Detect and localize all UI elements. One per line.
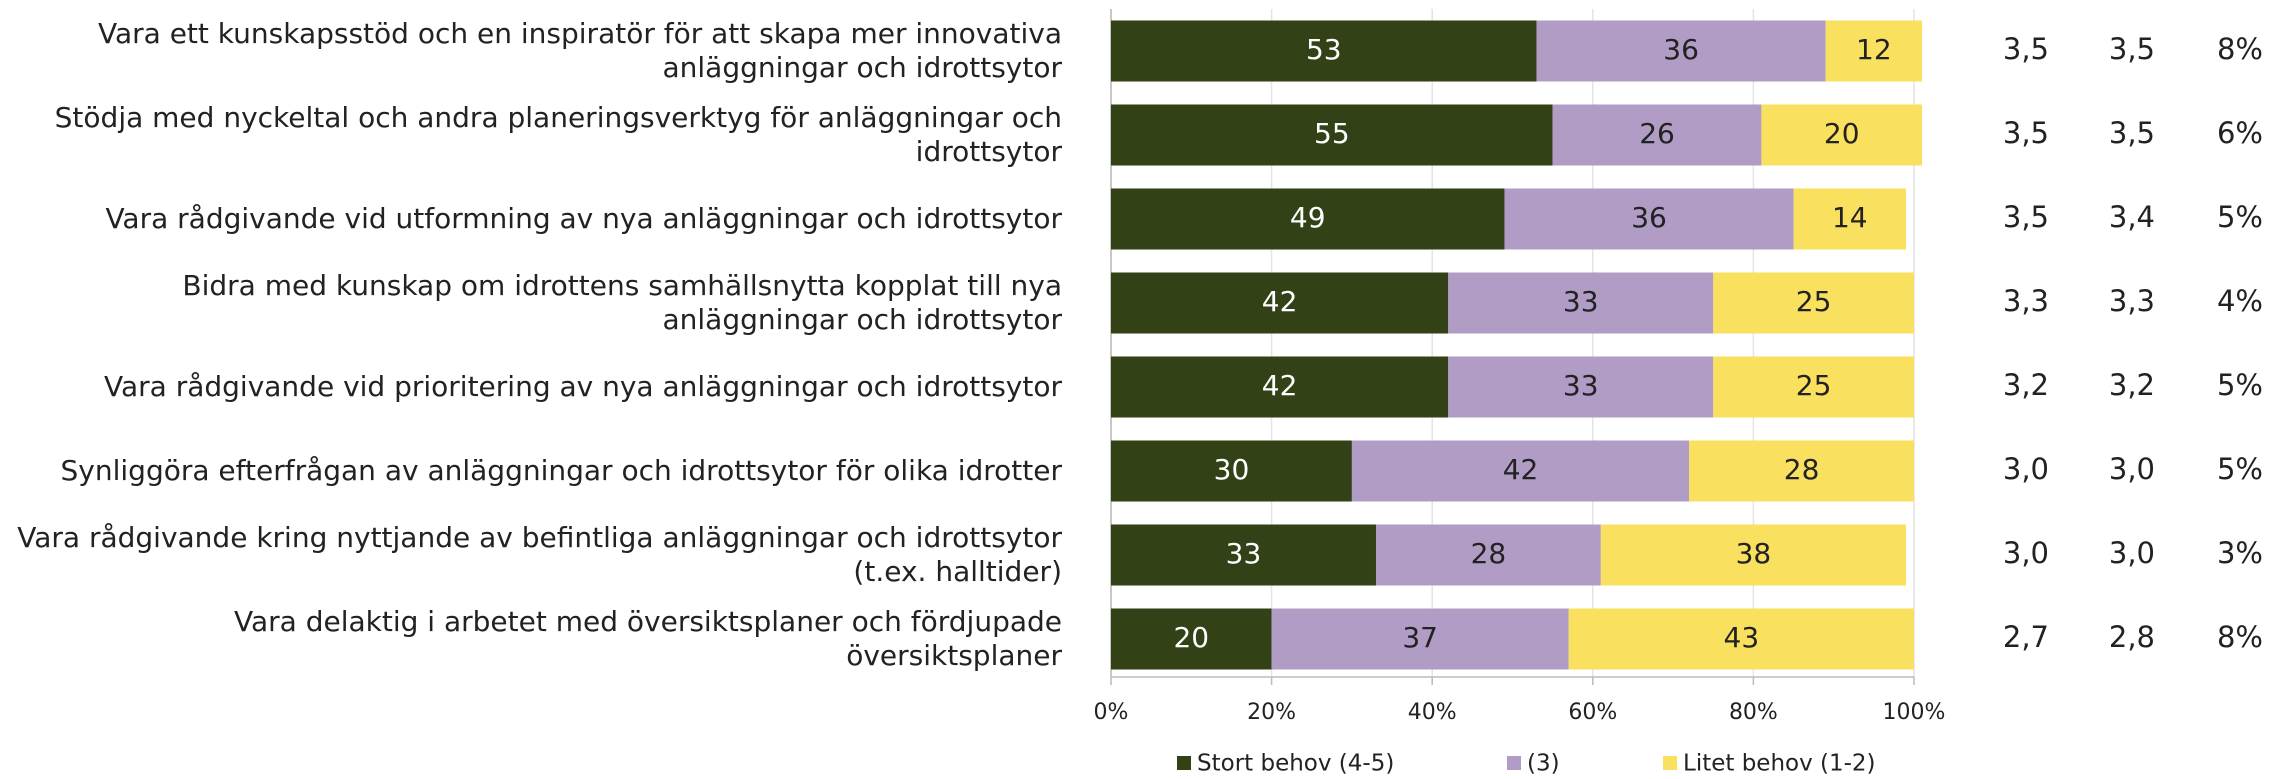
bar-segment (1552, 104, 1762, 166)
column-value: 3,3 (2109, 284, 2155, 318)
category-label: Vara delaktig i arbetet med översiktspla… (234, 605, 1062, 672)
legend-label: Stort behov (4-5) (1197, 751, 1394, 777)
data-label: 42 (1262, 369, 1298, 402)
bar-segment (1111, 104, 1553, 166)
data-label: 33 (1563, 285, 1599, 318)
x-tick-label: 60% (1568, 700, 1617, 725)
bar-segment (1448, 356, 1714, 418)
legend-swatch (1507, 756, 1521, 770)
legend-label: Litet behov (1-2) (1683, 751, 1876, 777)
data-label: 30 (1214, 453, 1250, 486)
column-value: 3,5 (2109, 116, 2155, 150)
bar-segment (1111, 608, 1272, 670)
column-value: 5% (2217, 200, 2263, 234)
data-label: 28 (1784, 453, 1820, 486)
column-value: 8% (2217, 32, 2263, 66)
bar-segment (1111, 440, 1352, 502)
bar-segment (1568, 608, 1914, 670)
bar-segment (1375, 524, 1601, 586)
legend-swatch (1177, 756, 1191, 770)
bar-segment (1536, 20, 1826, 82)
category-label: Bidra med kunskap om idrottens samhällsn… (182, 269, 1062, 336)
data-label: 20 (1173, 621, 1209, 654)
bar-segment (1111, 272, 1449, 334)
category-label: Vara rådgivande vid utformning av nya an… (105, 202, 1062, 235)
bar-segment (1351, 440, 1690, 502)
data-label: 33 (1563, 369, 1599, 402)
x-tick-label: 80% (1729, 700, 1778, 725)
x-tick-label: 0% (1094, 700, 1129, 725)
data-label: 55 (1314, 117, 1350, 150)
data-label: 36 (1631, 201, 1667, 234)
bar-segment (1761, 104, 1923, 166)
column-value: 3,0 (2003, 452, 2049, 486)
category-label: Vara rådgivande kring nyttjande av befin… (17, 521, 1062, 588)
column-value: 4% (2217, 284, 2263, 318)
data-label: 20 (1824, 117, 1860, 150)
bar-segment (1111, 20, 1537, 82)
column-value: 3,4 (2109, 200, 2155, 234)
category-label: Stödja med nyckeltal och andra planering… (54, 101, 1062, 168)
column-value: 3,5 (2003, 32, 2049, 66)
column-value: 6% (2217, 116, 2263, 150)
column-value: 3,0 (2003, 536, 2049, 570)
column-value: 5% (2217, 368, 2263, 402)
x-tick-label: 20% (1247, 700, 1296, 725)
column-value: 3% (2217, 536, 2263, 570)
column-value: 3,5 (2003, 116, 2049, 150)
bar-segment (1689, 440, 1914, 502)
x-tick-label: 40% (1408, 700, 1457, 725)
category-label: Vara ett kunskapsstöd och en inspiratör … (98, 17, 1062, 84)
x-tick-label: 100% (1883, 700, 1946, 725)
data-label: 36 (1663, 33, 1699, 66)
bar-segment (1713, 272, 1914, 334)
legend-label: (3) (1527, 751, 1560, 777)
data-label: 25 (1796, 285, 1832, 318)
data-label: 42 (1262, 285, 1298, 318)
column-value: 3,5 (2003, 200, 2049, 234)
data-label: 38 (1736, 537, 1772, 570)
bar-segment (1504, 188, 1794, 250)
data-label: 43 (1724, 621, 1760, 654)
category-label: Vara rådgivande vid prioritering av nya … (103, 370, 1062, 403)
column-value: 3,2 (2109, 368, 2155, 402)
data-label: 26 (1639, 117, 1675, 150)
column-value: 5% (2217, 452, 2263, 486)
data-label: 42 (1503, 453, 1539, 486)
data-label: 12 (1856, 33, 1892, 66)
column-value: 3,5 (2109, 32, 2155, 66)
bar-segment (1111, 356, 1449, 418)
column-value: 3,0 (2109, 452, 2155, 486)
column-value: 3,3 (2003, 284, 2049, 318)
column-value: 3,0 (2109, 536, 2155, 570)
data-label: 14 (1832, 201, 1868, 234)
bar-segment (1448, 272, 1714, 334)
column-value: 3,2 (2003, 368, 2049, 402)
data-label: 33 (1226, 537, 1262, 570)
bar-segment (1600, 524, 1906, 586)
data-label: 53 (1306, 33, 1342, 66)
category-label: Synliggöra efterfrågan av anläggningar o… (60, 454, 1062, 487)
legend-swatch (1663, 756, 1677, 770)
bar-segment (1793, 188, 1906, 250)
bar-segment (1713, 356, 1914, 418)
bar-segment (1111, 188, 1505, 250)
data-label: 25 (1796, 369, 1832, 402)
column-value: 2,8 (2109, 620, 2155, 654)
column-value: 2,7 (2003, 620, 2049, 654)
bar-segment (1825, 20, 1923, 82)
data-label: 28 (1471, 537, 1507, 570)
data-label: 49 (1290, 201, 1326, 234)
column-value: 8% (2217, 620, 2263, 654)
bar-segment (1111, 524, 1376, 586)
bar-segment (1271, 608, 1569, 670)
data-label: 37 (1402, 621, 1438, 654)
